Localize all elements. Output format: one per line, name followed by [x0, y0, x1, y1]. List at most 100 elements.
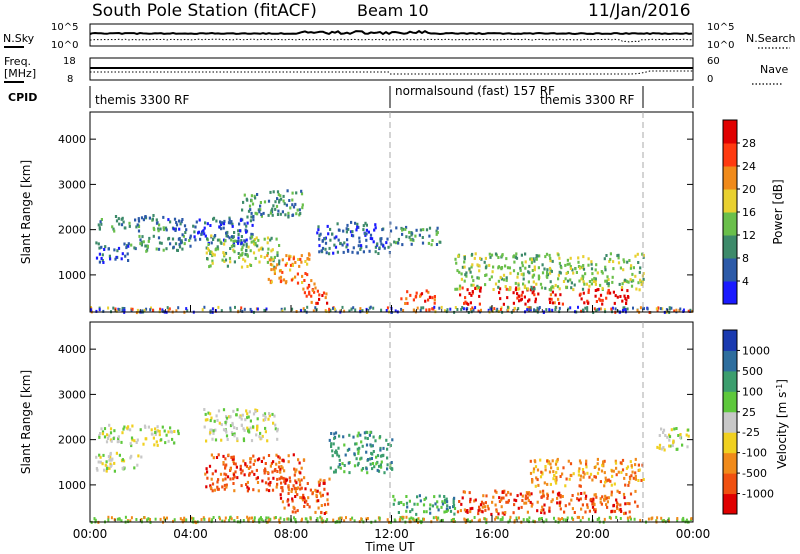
echo-mark	[629, 266, 632, 270]
echo-mark	[95, 256, 99, 260]
echo-mark	[180, 220, 183, 224]
echo-mark	[443, 498, 447, 502]
ground-scatter-mark	[251, 516, 253, 520]
echo-mark	[505, 287, 508, 291]
echo-mark	[441, 500, 444, 504]
echo-mark	[615, 473, 618, 477]
echo-mark	[276, 251, 279, 255]
echo-mark	[130, 454, 133, 458]
echo-mark	[211, 472, 214, 476]
echo-mark	[479, 503, 483, 507]
ground-scatter-mark	[107, 518, 110, 522]
echo-mark	[272, 190, 275, 194]
echo-mark	[412, 298, 415, 302]
echo-mark	[110, 458, 113, 462]
echo-mark	[491, 500, 494, 504]
echo-mark	[306, 273, 309, 277]
echo-mark	[356, 251, 359, 255]
ground-scatter-mark	[471, 306, 474, 310]
echo-mark	[582, 255, 585, 259]
ground-scatter-mark	[514, 306, 517, 310]
echo-mark	[318, 237, 321, 241]
echo-mark	[273, 272, 276, 275]
echo-mark	[641, 252, 644, 256]
ground-scatter-mark	[315, 308, 318, 312]
echo-mark	[557, 273, 560, 277]
echo-mark	[137, 229, 141, 233]
echo-mark	[482, 494, 485, 498]
echo-mark	[109, 451, 112, 455]
echo-mark	[572, 288, 575, 292]
ground-scatter-mark	[385, 309, 388, 312]
echo-mark	[359, 457, 362, 461]
echo-mark	[264, 467, 267, 471]
ground-scatter-mark	[146, 518, 149, 522]
echo-mark	[590, 497, 593, 501]
echo-mark	[243, 239, 246, 243]
echo-mark	[580, 297, 583, 301]
echo-mark	[377, 469, 381, 473]
echo-mark	[324, 241, 328, 245]
echo-mark	[278, 262, 281, 266]
colorbar-swatch	[723, 120, 737, 144]
echo-mark	[237, 239, 240, 243]
echo-mark	[118, 222, 121, 226]
echo-mark	[530, 285, 533, 289]
echo-mark	[582, 267, 586, 271]
echo-mark	[488, 263, 491, 267]
echo-mark	[619, 503, 622, 507]
echo-mark	[237, 241, 240, 245]
echo-mark	[566, 262, 569, 266]
echo-mark	[331, 454, 334, 458]
echo-mark	[326, 492, 329, 496]
echo-mark	[381, 454, 384, 458]
echo-mark	[256, 425, 259, 428]
echo-mark	[267, 213, 270, 217]
echo-mark	[378, 246, 381, 250]
ground-scatter-mark	[529, 306, 532, 310]
echo-mark	[390, 466, 393, 470]
echo-mark	[578, 279, 581, 283]
ground-scatter-mark	[512, 309, 515, 313]
echo-mark	[205, 439, 208, 443]
echo-mark	[232, 248, 235, 252]
echo-mark	[586, 505, 589, 509]
ground-scatter-mark	[423, 517, 425, 521]
echo-mark	[365, 245, 368, 249]
echo-mark	[283, 480, 286, 484]
echo-mark	[184, 231, 187, 234]
echo-mark	[523, 295, 526, 299]
echo-mark	[261, 247, 264, 251]
echo-mark	[461, 265, 464, 269]
echo-mark	[436, 226, 439, 230]
echo-mark	[543, 481, 546, 485]
echo-mark	[516, 296, 519, 300]
echo-mark	[281, 270, 284, 274]
echo-mark	[507, 490, 510, 494]
ground-scatter-mark	[314, 306, 317, 310]
echo-mark	[304, 272, 307, 275]
echo-mark	[531, 480, 534, 484]
ground-scatter-mark	[619, 517, 622, 520]
echo-mark	[243, 193, 246, 197]
echo-mark	[267, 417, 270, 421]
echo-mark	[521, 264, 524, 268]
echo-mark	[294, 275, 297, 279]
echo-mark	[588, 475, 591, 479]
echo-mark	[230, 455, 233, 459]
ground-scatter-mark	[478, 518, 481, 522]
echo-mark	[607, 289, 610, 293]
echo-mark	[591, 272, 594, 276]
echo-mark	[268, 412, 271, 415]
echo-mark	[624, 483, 627, 487]
echo-mark	[543, 267, 546, 271]
echo-mark	[520, 505, 523, 509]
echo-mark	[293, 467, 296, 471]
echo-mark	[356, 463, 359, 467]
echo-mark	[577, 473, 580, 477]
echo-mark	[549, 259, 552, 263]
echo-mark	[204, 472, 207, 476]
echo-mark	[136, 438, 139, 442]
ground-scatter-mark	[246, 515, 249, 519]
